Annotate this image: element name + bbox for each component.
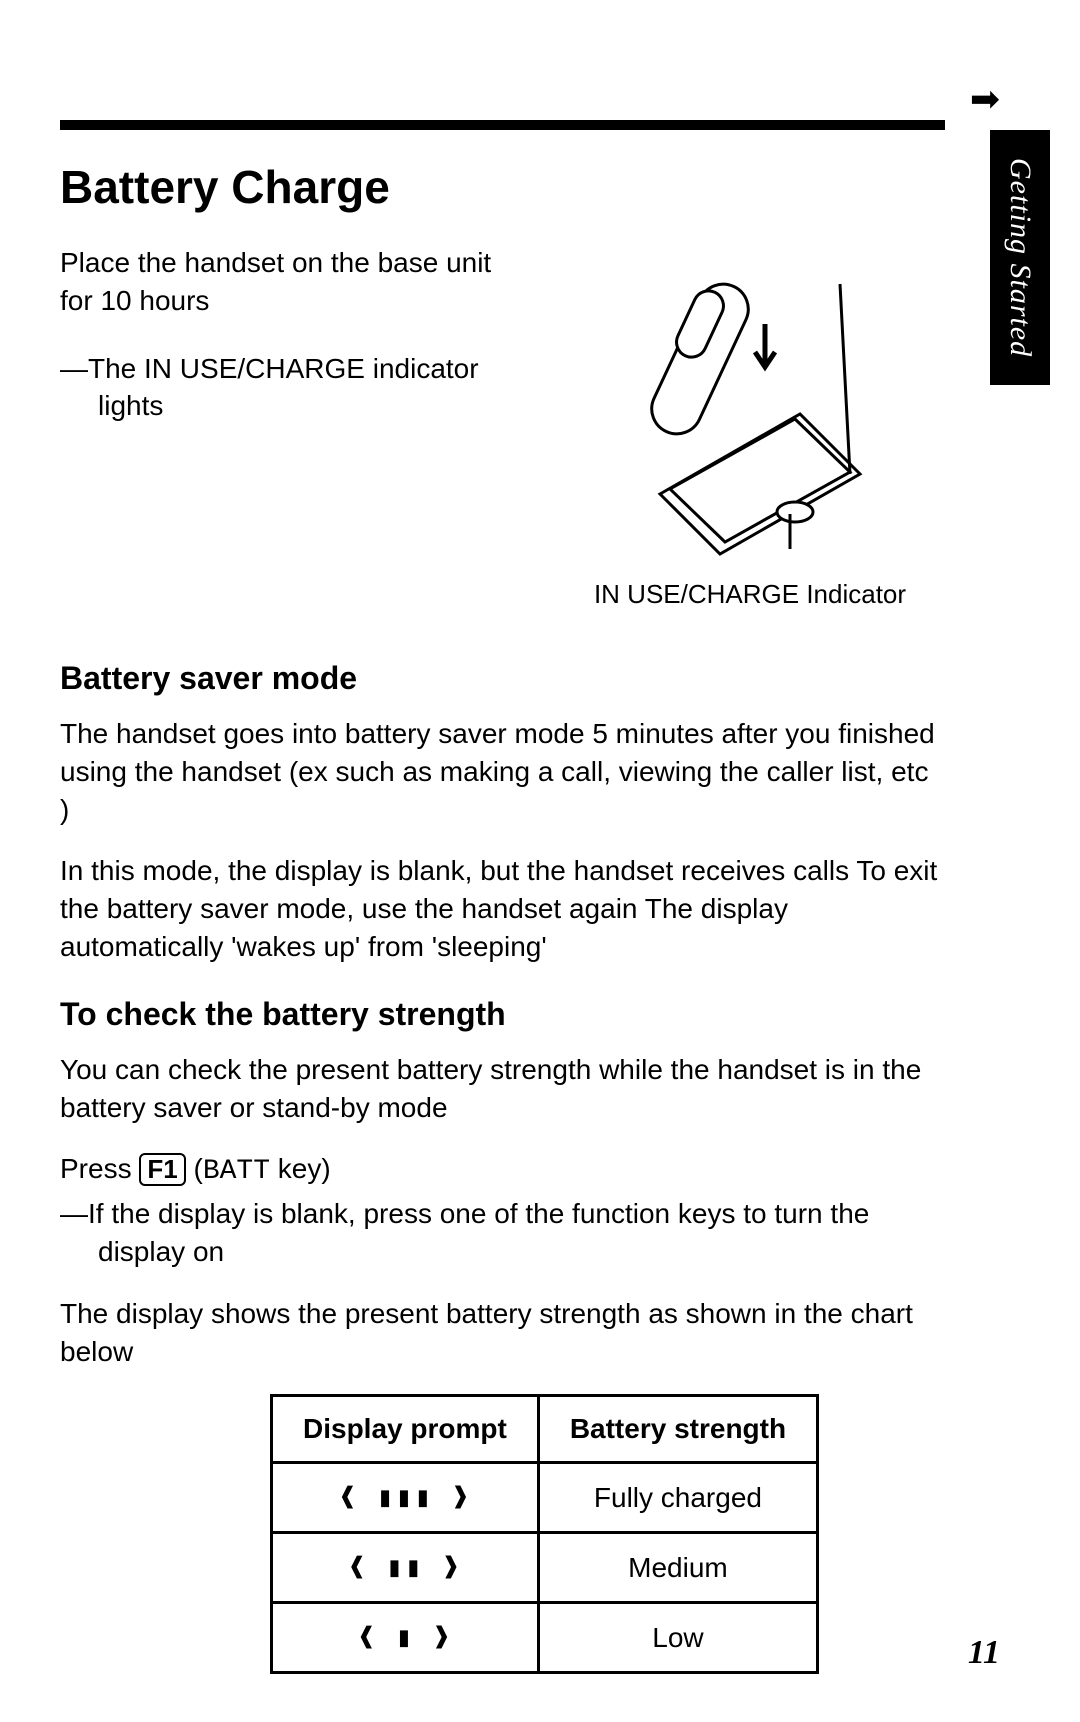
press-suffix: key): [270, 1153, 331, 1184]
batt-key-label: BATT: [203, 1156, 270, 1187]
prompt-cell: ❰ ▮▮▮ ❱: [272, 1463, 539, 1533]
strength-cell: Medium: [538, 1533, 817, 1603]
page-number: 11: [968, 1634, 1000, 1672]
strength-cell: Fully charged: [538, 1463, 817, 1533]
section-tab-label: Getting Started: [1003, 158, 1037, 357]
intro-paragraph: Place the handset on the base unit for 1…: [60, 244, 530, 320]
page-title: Battery Charge: [60, 160, 940, 214]
table-header-row: Display prompt Battery strength: [272, 1396, 818, 1463]
press-prefix: Press: [60, 1153, 139, 1184]
prompt-cell: ❰ ▮ ❱: [272, 1603, 539, 1673]
saver-paragraph-2: In this mode, the display is blank, but …: [60, 852, 940, 965]
intro-dash-item: —The IN USE/CHARGE indicator lights: [60, 350, 530, 426]
f1-key-icon: F1: [139, 1153, 185, 1186]
table-row: ❰ ▮ ❱ Low: [272, 1603, 818, 1673]
strength-dash-item: —If the display is blank, press one of t…: [60, 1195, 940, 1271]
forward-arrow-icon: ➡: [970, 78, 1000, 120]
press-instruction: Press F1 (BATT key): [60, 1150, 940, 1191]
handset-illustration: IN USE/CHARGE Indicator: [560, 244, 940, 610]
section-heading-strength: To check the battery strength: [60, 996, 940, 1033]
prompt-cell: ❰ ▮▮ ❱: [272, 1533, 539, 1603]
illustration-caption: IN USE/CHARGE Indicator: [560, 579, 940, 610]
battery-strength-table: Display prompt Battery strength ❰ ▮▮▮ ❱ …: [270, 1394, 819, 1674]
intro-row: Place the handset on the base unit for 1…: [60, 244, 940, 610]
intro-text: Place the handset on the base unit for 1…: [60, 244, 530, 610]
section-heading-saver: Battery saver mode: [60, 660, 940, 697]
table-row: ❰ ▮▮ ❱ Medium: [272, 1533, 818, 1603]
col-header-strength: Battery strength: [538, 1396, 817, 1463]
handset-svg-icon: [600, 244, 900, 564]
strength-paragraph-2: The display shows the present battery st…: [60, 1295, 940, 1371]
top-rule: [60, 120, 945, 130]
col-header-prompt: Display prompt: [272, 1396, 539, 1463]
saver-paragraph-1: The handset goes into battery saver mode…: [60, 715, 940, 828]
strength-cell: Low: [538, 1603, 817, 1673]
page-content: Battery Charge Place the handset on the …: [60, 160, 940, 1674]
section-tab: Getting Started: [990, 130, 1050, 385]
table-row: ❰ ▮▮▮ ❱ Fully charged: [272, 1463, 818, 1533]
strength-paragraph-1: You can check the present battery streng…: [60, 1051, 940, 1127]
